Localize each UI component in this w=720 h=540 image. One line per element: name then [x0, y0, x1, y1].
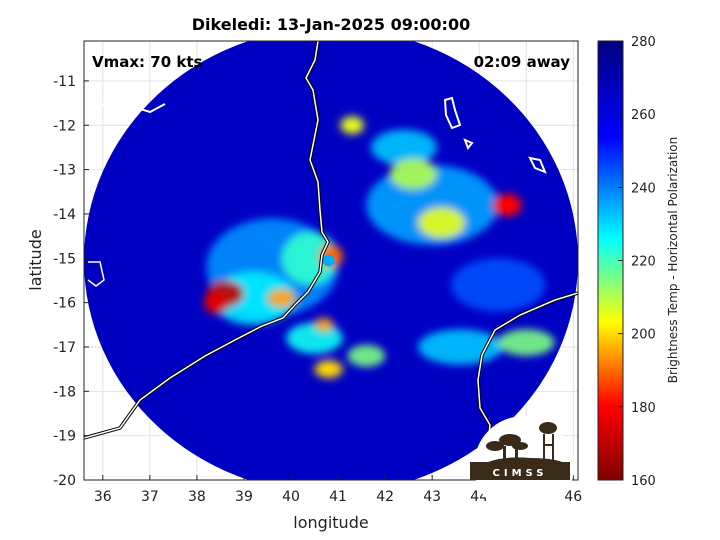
y-tick-label: -18: [53, 384, 76, 400]
chart-title: Dikeledi: 13-Jan-2025 09:00:00: [192, 15, 470, 34]
colorbar-label: Brightness Temp - Horizontal Polarizatio…: [666, 137, 680, 384]
colorbar-tick-label: 240: [631, 181, 656, 196]
y-tick-label: -16: [53, 296, 76, 312]
brightness-feature: [314, 360, 343, 379]
y-tick-label: -12: [53, 118, 76, 134]
y-tick-label: -14: [53, 207, 76, 223]
mozambique-coastline-edge: [84, 41, 329, 439]
colorbar-tick-label: 180: [631, 401, 656, 416]
y-tick-label: -13: [53, 163, 76, 179]
brightness-feature: [498, 329, 555, 356]
axes-frame: [83, 40, 579, 481]
brightness-feature: [314, 318, 334, 332]
coastlines: [84, 41, 578, 446]
brightness-feature: [389, 158, 437, 190]
x-tick-label: 37: [141, 489, 159, 505]
brightness-swath: [84, 41, 578, 480]
colorbar-tick-label: 280: [631, 35, 656, 50]
brightness-feature: [347, 344, 386, 367]
y-tick-label: -20: [53, 473, 76, 489]
nw-coastline: [84, 98, 166, 114]
cimss-logo-text: CIMSS: [493, 468, 548, 479]
storm-eye: [322, 254, 335, 267]
brightness-feature: [450, 258, 546, 312]
time-away-label: 02:09 away: [474, 53, 571, 71]
cimss-logo: CIMSS: [470, 416, 574, 516]
y-tick-label: -19: [53, 429, 76, 445]
x-axis-label: longitude: [293, 513, 368, 532]
x-tick-label: 41: [329, 489, 347, 505]
brightness-feature: [267, 289, 296, 308]
brightness-feature: [370, 129, 437, 166]
x-tick-label: 36: [94, 489, 112, 505]
brightness-feature: [418, 207, 466, 239]
brightness-feature: [286, 322, 343, 354]
brightness-feature: [340, 116, 364, 135]
x-tick-label: 43: [423, 489, 441, 505]
madagascar-coastline-edge: [477, 292, 578, 446]
colorbar-tick-label: 200: [631, 328, 656, 343]
x-tick-label: 39: [235, 489, 253, 505]
colorbar-tick-label: 220: [631, 255, 656, 270]
x-tick-label: 40: [282, 489, 300, 505]
y-tick-label: -17: [53, 340, 76, 356]
brightness-feature: [493, 193, 522, 217]
y-axis: -11 -12 -13 -14 -15 -16 -17 -18 -19 -20: [53, 74, 89, 489]
brightness-feature: [418, 329, 503, 365]
colorbar-ticks: 160 180 200 220 240 260 280: [618, 35, 656, 489]
colorbar-tick-label: 160: [631, 474, 656, 489]
brightness-feature: [281, 231, 339, 285]
x-tick-label: 38: [188, 489, 206, 505]
y-axis-label: latitude: [26, 229, 45, 290]
comoros-islands: [443, 96, 547, 174]
y-tick-label: -15: [53, 251, 76, 267]
y-tick-label: -11: [53, 74, 76, 90]
vmax-label: Vmax: 70 kts: [92, 53, 202, 71]
brightness-feature: [203, 291, 228, 314]
x-tick-label: 46: [564, 489, 582, 505]
colorbar-tick-label: 260: [631, 108, 656, 123]
mozambique-island: [87, 261, 105, 287]
x-tick-label: 42: [376, 489, 394, 505]
colorbar: 160 180 200 220 240 260 280 Brightness Temp - …: [597, 35, 680, 489]
